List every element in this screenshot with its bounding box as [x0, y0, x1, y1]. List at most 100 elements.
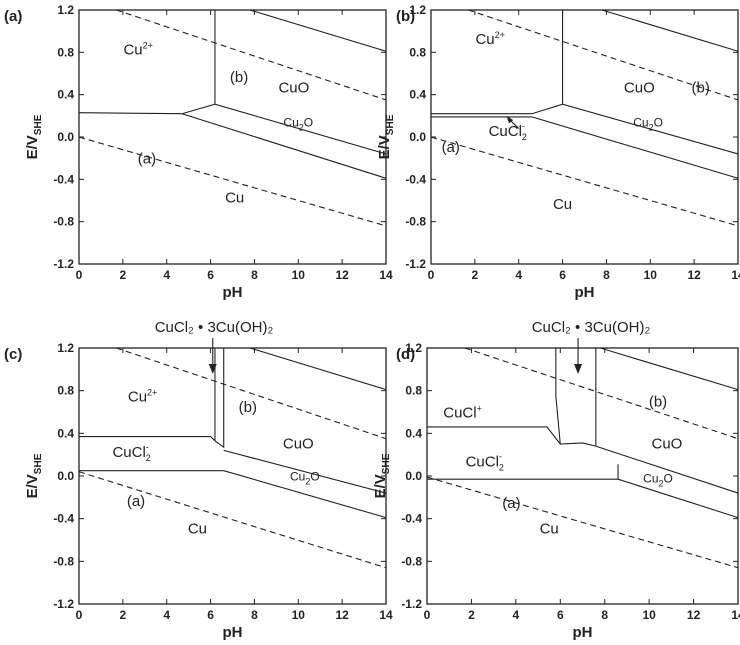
- region-label: Cu2+: [128, 387, 157, 405]
- region-label: CuO: [278, 80, 309, 97]
- panel-label: (a): [4, 8, 22, 25]
- region-label: Cu2O: [633, 115, 663, 132]
- x-tick-label: 0: [424, 608, 431, 622]
- water-stability-line: [464, 347, 739, 440]
- phase-boundary: [601, 9, 739, 52]
- y-tick-label: 0.0: [57, 469, 74, 483]
- region-label: CuCl2-: [466, 451, 504, 472]
- x-tick-label: 10: [292, 608, 306, 622]
- x-tick-label: 8: [251, 608, 258, 622]
- region-label: Cu: [540, 521, 559, 538]
- x-tick-label: 6: [559, 268, 566, 282]
- phase-boundary: [181, 113, 387, 179]
- plot-frame: [426, 347, 739, 605]
- region-label: (b): [692, 80, 710, 97]
- region-label: CuCl2-: [489, 121, 527, 142]
- y-tick-label: -1.2: [401, 597, 422, 611]
- region-label: (a): [442, 139, 460, 156]
- region-label: (b): [649, 394, 667, 411]
- x-tick-label: 4: [163, 268, 170, 282]
- x-tick-label: 0: [76, 268, 83, 282]
- x-axis-label: pH: [223, 624, 243, 641]
- phase-boundary: [223, 470, 387, 519]
- water-stability-line: [426, 476, 739, 569]
- x-tick-label: 14: [731, 608, 740, 622]
- y-axis-label: E/VSHE: [376, 114, 396, 159]
- region-label: CuO: [283, 435, 314, 452]
- x-tick-label: 2: [468, 608, 475, 622]
- x-tick-label: 0: [76, 608, 83, 622]
- region-label: Cu: [553, 196, 572, 213]
- x-tick-label: 6: [207, 268, 214, 282]
- x-tick-label: 2: [120, 268, 127, 282]
- x-tick-label: 0: [428, 268, 435, 282]
- region-label: (a): [138, 150, 156, 167]
- phase-boundary: [531, 116, 739, 179]
- water-stability-line: [78, 471, 387, 569]
- region-label: Cu2O: [643, 471, 673, 488]
- phase-boundary: [223, 449, 387, 494]
- panel-label: (c): [4, 346, 22, 363]
- phase-boundary: [600, 347, 739, 391]
- region-label: CuO: [651, 435, 682, 452]
- x-tick-label: 4: [513, 608, 520, 622]
- region-label: Cu2O: [290, 469, 320, 486]
- region-label: Cu2O: [283, 115, 313, 132]
- x-tick-label: 10: [644, 268, 658, 282]
- y-tick-label: 1.2: [57, 341, 74, 355]
- region-label: Cu: [188, 521, 207, 538]
- phase-boundary: [617, 478, 739, 519]
- panel-label: (d): [396, 346, 415, 363]
- y-tick-label: -0.4: [405, 172, 426, 186]
- panel-a: 0 2 4 6 8 10 12 14 1.2 0.8 0.4 0.0 -0.4 -0.8 -1.2 pH E/V…: [4, 3, 393, 301]
- region-label: (b): [239, 399, 257, 416]
- region-label: Cu2+: [123, 40, 152, 58]
- x-tick-label: 14: [731, 268, 740, 282]
- phase-boundary: [79, 348, 225, 449]
- y-tick-label: 0.0: [405, 469, 422, 483]
- region-label: CuCl2-: [112, 442, 150, 463]
- x-tick-label: 8: [603, 268, 610, 282]
- y-tick-label: -1.2: [53, 597, 74, 611]
- x-axis-label: pH: [573, 624, 593, 641]
- x-tick-label: 14: [379, 608, 393, 622]
- x-axis-label: pH: [223, 284, 243, 301]
- region-label: (a): [127, 493, 145, 510]
- water-stability-line: [116, 9, 387, 101]
- y-tick-label: 1.2: [405, 341, 422, 355]
- y-tick-label: -0.4: [401, 512, 422, 526]
- phase-boundary: [431, 103, 739, 155]
- y-tick-label: 0.4: [57, 426, 74, 440]
- x-tick-label: 10: [292, 268, 306, 282]
- x-tick-label: 12: [687, 268, 701, 282]
- phase-boundary: [249, 347, 387, 391]
- x-axis-label: pH: [575, 284, 595, 301]
- x-tick-label: 12: [687, 608, 701, 622]
- y-tick-label: -0.8: [53, 215, 74, 229]
- panel-d: 0 2 4 6 8 10 12 14 1.2 0.8 0.4 0.0 -0.4 -0.8 -1.2 pH E/V…: [372, 319, 740, 641]
- y-axis-label: E/VSHE: [372, 453, 392, 498]
- y-tick-label: -0.8: [53, 554, 74, 568]
- region-label: CuO: [624, 80, 655, 97]
- x-tick-label: 10: [642, 608, 656, 622]
- y-tick-label: 0.0: [409, 130, 426, 144]
- phase-boundary: [427, 426, 596, 447]
- plot-frame: [78, 347, 387, 605]
- y-tick-label: 0.8: [405, 384, 422, 398]
- arrow-head: [506, 115, 514, 124]
- y-tick-label: 1.2: [409, 3, 426, 17]
- y-tick-label: 0.8: [409, 45, 426, 59]
- x-tick-label: 2: [472, 268, 479, 282]
- y-tick-label: 0.4: [57, 88, 74, 102]
- y-tick-label: 0.0: [57, 130, 74, 144]
- arrow-head: [208, 364, 217, 374]
- x-tick-label: 12: [335, 268, 349, 282]
- y-tick-label: -0.4: [53, 512, 74, 526]
- arrow-head: [574, 364, 583, 374]
- y-tick-label: -0.8: [405, 215, 426, 229]
- panel-label: (b): [396, 8, 415, 25]
- y-axis-label: E/VSHE: [24, 453, 44, 498]
- region-label: Cu: [225, 190, 244, 207]
- panel-b: 0 2 4 6 8 10 12 14 1.2 0.8 0.4 0.0 -0.4 -0.8 -1.2 pH E/V…: [376, 3, 740, 301]
- panel-c: 0 2 4 6 8 10 12 14 1.2 0.8 0.4 0.0 -0.4 -0.8 -1.2 pH E/V…: [4, 319, 393, 641]
